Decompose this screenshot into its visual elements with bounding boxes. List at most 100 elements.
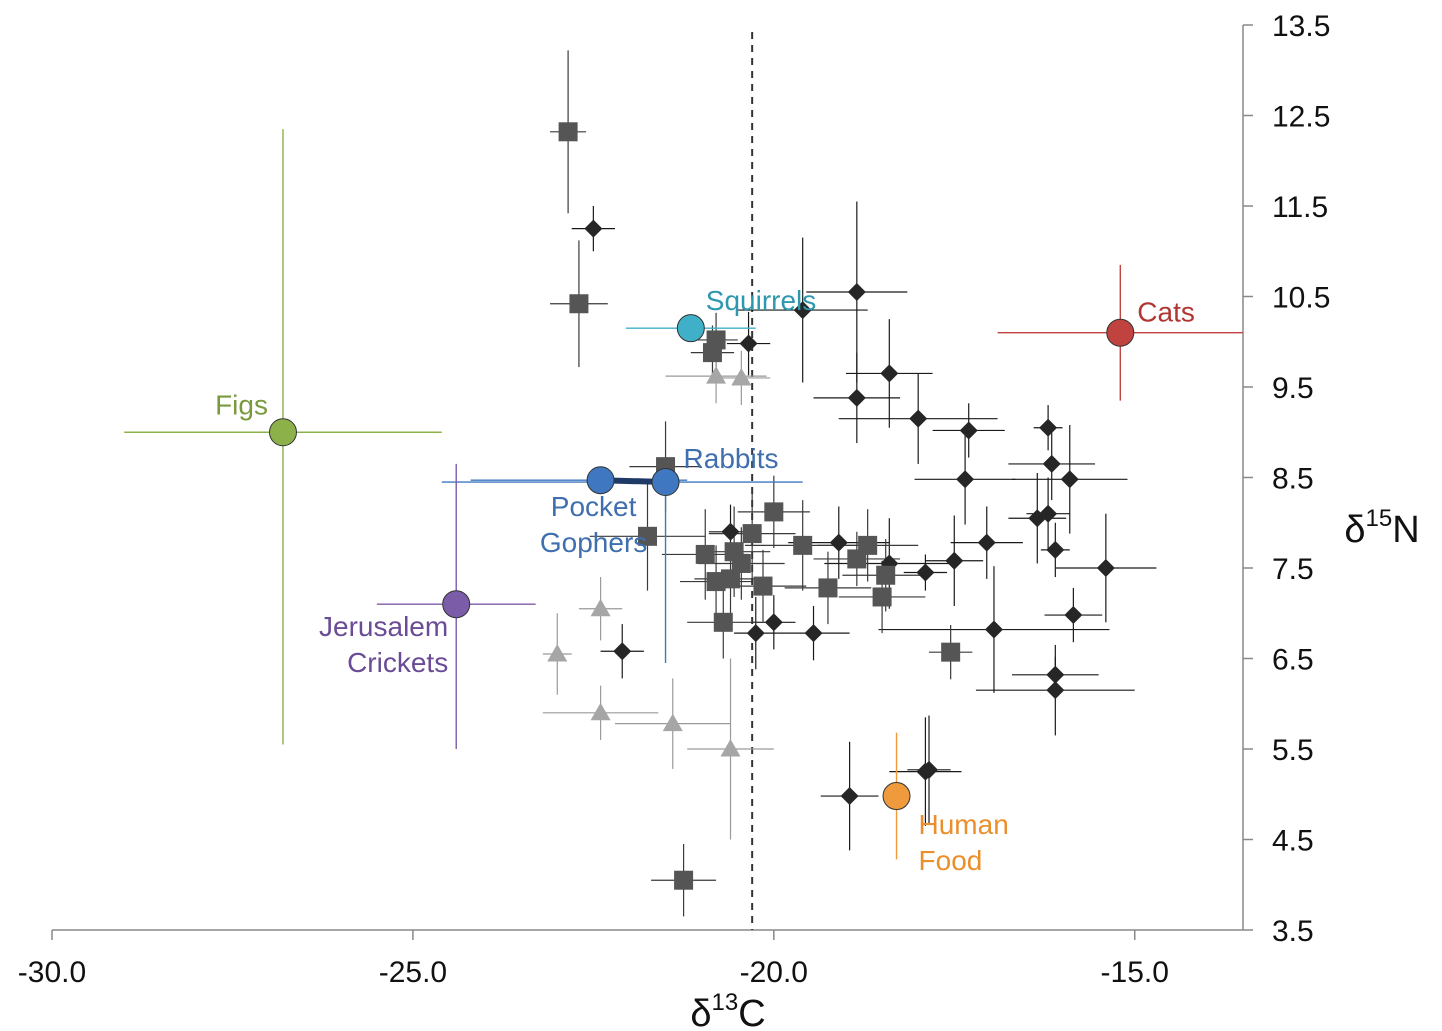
triangle-point xyxy=(547,643,568,662)
diamond-point xyxy=(959,421,978,440)
diamond-point xyxy=(739,334,758,353)
y-axis-title-rest: N xyxy=(1392,509,1419,551)
diamond-point xyxy=(764,613,783,632)
diamond-point xyxy=(1039,504,1058,523)
square-point xyxy=(558,122,578,142)
rabbits-label: Rabbits xyxy=(684,443,779,474)
diamond-point xyxy=(584,219,603,238)
rabbits-label-line: Rabbits xyxy=(684,443,779,474)
diamond-point xyxy=(721,522,740,541)
error-bars-layer xyxy=(124,50,1243,917)
ticks-layer: -30.0 -25.0 -20.0 -15.0 3.5 4.5 5.5 6.5 7.5 8.5 9.… xyxy=(18,10,1331,989)
diamond-point xyxy=(793,301,812,320)
diamond-point xyxy=(1096,559,1115,577)
diamond-point xyxy=(956,470,975,489)
x-axis-title-rest: C xyxy=(738,993,765,1031)
square-point xyxy=(721,569,741,589)
square-point xyxy=(872,587,892,607)
diamond-point xyxy=(840,787,859,806)
squirrels-point xyxy=(676,314,705,343)
square-point xyxy=(753,576,773,596)
triangle-point xyxy=(662,713,683,732)
diamond-point xyxy=(613,642,632,661)
diamond-point xyxy=(920,760,939,779)
diamond-point xyxy=(1064,606,1083,625)
y-tick-label: 9.5 xyxy=(1272,372,1314,405)
x-axis-title-sup: 13 xyxy=(712,989,739,1016)
jerusalem-crickets-point xyxy=(442,590,471,619)
y-tick-label: 7.5 xyxy=(1272,553,1314,586)
square-point xyxy=(793,535,813,555)
diamond-point xyxy=(984,620,1003,639)
square-point xyxy=(742,524,762,544)
diamond-point xyxy=(1046,681,1065,700)
x-axis-title: δ13C xyxy=(690,989,765,1031)
x-tick-label: -15.0 xyxy=(1101,956,1169,989)
y-tick-label: 13.5 xyxy=(1272,10,1330,43)
square-point xyxy=(702,343,722,363)
human-food-point xyxy=(882,782,911,811)
square-point xyxy=(706,572,726,592)
x-tick-label: -20.0 xyxy=(740,956,808,989)
y-tick-label: 6.5 xyxy=(1272,644,1314,677)
diamond-point xyxy=(1060,470,1079,489)
square-point xyxy=(695,544,715,564)
y-tick-label: 11.5 xyxy=(1272,191,1328,224)
x-tick-label: -30.0 xyxy=(18,956,86,989)
diamond-point xyxy=(847,282,866,301)
diamond-point xyxy=(1046,540,1065,559)
y-tick-label: 12.5 xyxy=(1272,101,1330,134)
square-point xyxy=(731,553,751,573)
figs-label: Figs xyxy=(215,389,268,420)
jerusalem-crickets-label: Jerusalem Crickets xyxy=(319,611,448,678)
x-tick-label: -25.0 xyxy=(379,956,447,989)
square-point xyxy=(847,549,867,569)
diamond-point xyxy=(847,388,866,407)
y-tick-label: 5.5 xyxy=(1272,734,1314,767)
triangle-point xyxy=(590,598,611,617)
pocket-gophers-point xyxy=(586,466,615,495)
rabbits-point xyxy=(651,468,680,497)
y-axis-title-base: δ xyxy=(1344,509,1365,551)
squirrels-label: Squirrels xyxy=(706,285,816,316)
y-tick-label: 4.5 xyxy=(1272,825,1314,858)
triangle-point xyxy=(590,702,611,721)
diamond-point xyxy=(1039,418,1058,437)
square-point xyxy=(818,578,838,598)
diamond-point xyxy=(945,551,964,570)
square-point xyxy=(674,870,694,890)
y-tick-label: 8.5 xyxy=(1272,463,1314,496)
diamond-point xyxy=(977,533,996,552)
square-point xyxy=(569,294,589,314)
jerusalem-crickets-label-line: Crickets xyxy=(347,647,448,678)
x-axis-title-base: δ xyxy=(690,993,711,1031)
y-tick-label: 10.5 xyxy=(1272,282,1330,315)
pocket-gophers-label-line: Pocket xyxy=(551,491,637,522)
human-food-label-line: Food xyxy=(919,845,983,876)
y-axis-title-sup: 15 xyxy=(1366,505,1393,532)
cats-point xyxy=(1106,318,1135,347)
diamond-point xyxy=(1046,665,1065,684)
diamond-point xyxy=(804,624,823,643)
triangle-point xyxy=(731,367,752,386)
jerusalem-crickets-label-line: Jerusalem xyxy=(319,611,448,642)
diamond-point xyxy=(1028,509,1047,528)
figs-label-line: Figs xyxy=(215,389,268,420)
triangle-point xyxy=(706,366,727,384)
diamond-point xyxy=(880,364,899,383)
cats-label-line: Cats xyxy=(1137,297,1195,328)
square-point xyxy=(876,565,896,585)
pocket-gophers-label: Pocket Gophers xyxy=(540,491,647,558)
square-point xyxy=(941,642,961,662)
y-tick-label: 3.5 xyxy=(1272,915,1314,948)
squirrels-label-line: Squirrels xyxy=(706,285,816,316)
human-food-label: Human Food xyxy=(919,809,1009,876)
diamond-point xyxy=(829,533,848,552)
triangle-point xyxy=(720,739,741,757)
human-food-label-line: Human xyxy=(919,809,1009,840)
pocket-gophers-label-line: Gophers xyxy=(540,527,647,558)
diamond-point xyxy=(916,563,935,582)
diamond-point xyxy=(1042,454,1061,473)
